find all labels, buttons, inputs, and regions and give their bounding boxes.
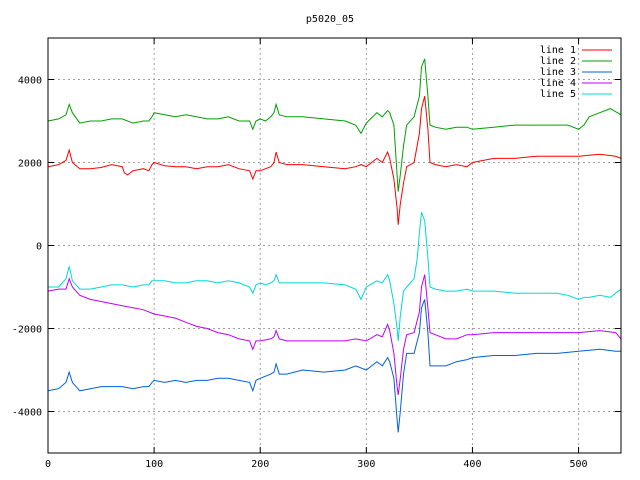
x-tick-label: 100 [145, 459, 163, 470]
y-tick-label: -4000 [12, 408, 42, 419]
y-tick-label: 0 [36, 242, 42, 253]
series-line-1 [47, 95, 622, 225]
series-line-3 [47, 299, 621, 433]
series-line-2 [47, 58, 622, 192]
series-group [47, 58, 622, 433]
series-line-5 [48, 212, 622, 341]
grid [48, 38, 621, 453]
x-tick-label: 200 [251, 459, 269, 470]
legend-label: line 4 [540, 78, 576, 89]
series-line-4 [47, 274, 622, 395]
legend-label: line 3 [540, 67, 576, 78]
x-tick-label: 0 [45, 459, 51, 470]
y-tick-label: 4000 [18, 76, 42, 87]
chart-title: p5020_05 [306, 14, 354, 25]
legend-label: line 1 [540, 45, 576, 56]
y-tick-label: 2000 [18, 159, 42, 170]
x-tick-label: 400 [463, 459, 481, 470]
axis-ticks: 0 100 200 300 400 500 -4000 -2000 0 2000 4000 [12, 38, 621, 470]
x-tick-label: 300 [357, 459, 375, 470]
y-tick-label: -2000 [12, 325, 42, 336]
legend-label: line 2 [540, 56, 576, 67]
x-tick-label: 500 [570, 459, 588, 470]
legend-label: line 5 [540, 89, 576, 100]
